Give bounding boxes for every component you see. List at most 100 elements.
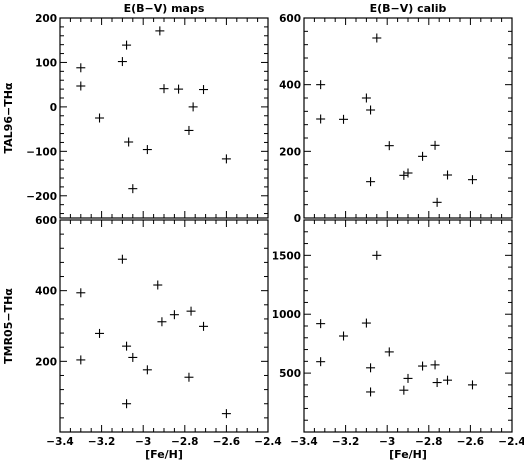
data-point xyxy=(122,399,132,409)
data-point xyxy=(153,280,163,290)
y-tick-label: −100 xyxy=(26,146,57,158)
data-point xyxy=(467,175,477,185)
data-point xyxy=(186,306,196,316)
panel-bottom-right: 500 1000 1500 −3.4 −3.2 −3 −2.8 −2.6 −2.4 [Fe/H] xyxy=(272,219,524,460)
data-point xyxy=(221,154,231,164)
data-point xyxy=(432,197,442,207)
data-point xyxy=(316,319,326,329)
y-tick-label: 1000 xyxy=(272,309,301,321)
data-point xyxy=(366,105,376,115)
panel-top-left: −200 −100 0 100 200 E(B−V) maps TAL96−THα xyxy=(2,2,269,219)
data-point xyxy=(361,318,371,328)
data-point xyxy=(95,113,105,123)
y-tick-label: 100 xyxy=(35,57,57,69)
plot-frame xyxy=(303,219,513,433)
data-point xyxy=(339,331,349,341)
data-point xyxy=(418,361,428,371)
y-tick-label: 600 xyxy=(279,13,301,25)
data-point xyxy=(430,360,440,370)
y-tick-label: 400 xyxy=(279,80,301,92)
data-point xyxy=(339,114,349,124)
data-point xyxy=(76,355,86,365)
x-tick-label: −2.8 xyxy=(415,436,442,448)
x-tick-label: −2.4 xyxy=(498,436,524,448)
panel-title: E(B−V) maps xyxy=(124,2,205,15)
x-tick-label: −2.6 xyxy=(457,436,484,448)
data-point xyxy=(174,84,184,94)
data-point xyxy=(316,357,326,367)
plot-frame xyxy=(59,219,269,433)
data-point xyxy=(128,352,138,362)
y-tick-label: 0 xyxy=(50,102,57,114)
x-tick-label: −3 xyxy=(135,436,151,448)
plot-frame xyxy=(303,17,513,219)
data-point xyxy=(199,85,209,95)
data-point xyxy=(128,184,138,194)
data-point xyxy=(366,177,376,187)
data-point xyxy=(384,141,394,151)
data-point xyxy=(76,288,86,298)
y-tick-label: 200 xyxy=(35,356,57,368)
data-point xyxy=(159,84,169,94)
data-point xyxy=(418,151,428,161)
plot-frame xyxy=(59,17,269,219)
y-tick-label: 200 xyxy=(279,146,301,158)
panel-top-right: 0 200 400 600 E(B−V) calib xyxy=(279,2,513,225)
x-tick-label: −3.2 xyxy=(332,436,359,448)
data-point xyxy=(221,409,231,419)
data-point xyxy=(403,168,413,178)
y-tick-label: 0 xyxy=(294,213,301,225)
x-axis-label: [Fe/H] xyxy=(145,448,183,460)
x-tick-label: −3.4 xyxy=(290,436,317,448)
data-point xyxy=(76,81,86,91)
data-point xyxy=(117,57,127,67)
data-point xyxy=(467,380,477,390)
y-axis-label: TMR05−THα xyxy=(2,288,15,364)
data-point xyxy=(184,372,194,382)
y-tick-label: 200 xyxy=(35,13,57,25)
y-axis-label: TAL96−THα xyxy=(2,82,15,153)
data-point xyxy=(76,63,86,73)
data-point xyxy=(384,347,394,357)
x-tick-label: −2.6 xyxy=(213,436,240,448)
y-tick-label: 400 xyxy=(35,286,57,298)
panel-title: E(B−V) calib xyxy=(370,2,447,15)
y-tick-label: 500 xyxy=(279,368,301,380)
data-point xyxy=(157,317,167,327)
y-tick-label: −200 xyxy=(26,191,57,203)
x-tick-label: −3.4 xyxy=(46,436,73,448)
data-point xyxy=(316,80,326,90)
data-point xyxy=(117,254,127,264)
panel-bottom-left: 200 400 600 −3.4 −3.2 −3 −2.8 −2.6 −2.4 [Fe/H] TMR… xyxy=(2,215,282,460)
data-point xyxy=(372,250,382,260)
y-tick-label: 600 xyxy=(35,215,57,227)
data-point xyxy=(443,170,453,180)
x-tick-label: −3.2 xyxy=(88,436,115,448)
data-point xyxy=(399,170,409,180)
data-point xyxy=(432,378,442,388)
data-point xyxy=(199,321,209,331)
data-point xyxy=(366,387,376,397)
data-point xyxy=(184,125,194,135)
data-point xyxy=(403,373,413,383)
data-point xyxy=(366,363,376,373)
x-tick-label: −2.8 xyxy=(171,436,198,448)
data-point xyxy=(430,140,440,150)
data-point xyxy=(361,93,371,103)
data-point xyxy=(95,328,105,338)
data-point xyxy=(124,137,134,147)
data-point xyxy=(155,26,165,36)
x-tick-label: −2.4 xyxy=(254,436,281,448)
x-axis-label: [Fe/H] xyxy=(389,448,427,460)
data-point xyxy=(169,310,179,320)
data-point xyxy=(443,375,453,385)
data-point xyxy=(142,365,152,375)
x-tick-label: −3 xyxy=(379,436,395,448)
data-point xyxy=(122,341,132,351)
data-point xyxy=(372,33,382,43)
data-point xyxy=(188,102,198,112)
data-point xyxy=(122,40,132,50)
data-point xyxy=(399,385,409,395)
data-point xyxy=(142,145,152,155)
